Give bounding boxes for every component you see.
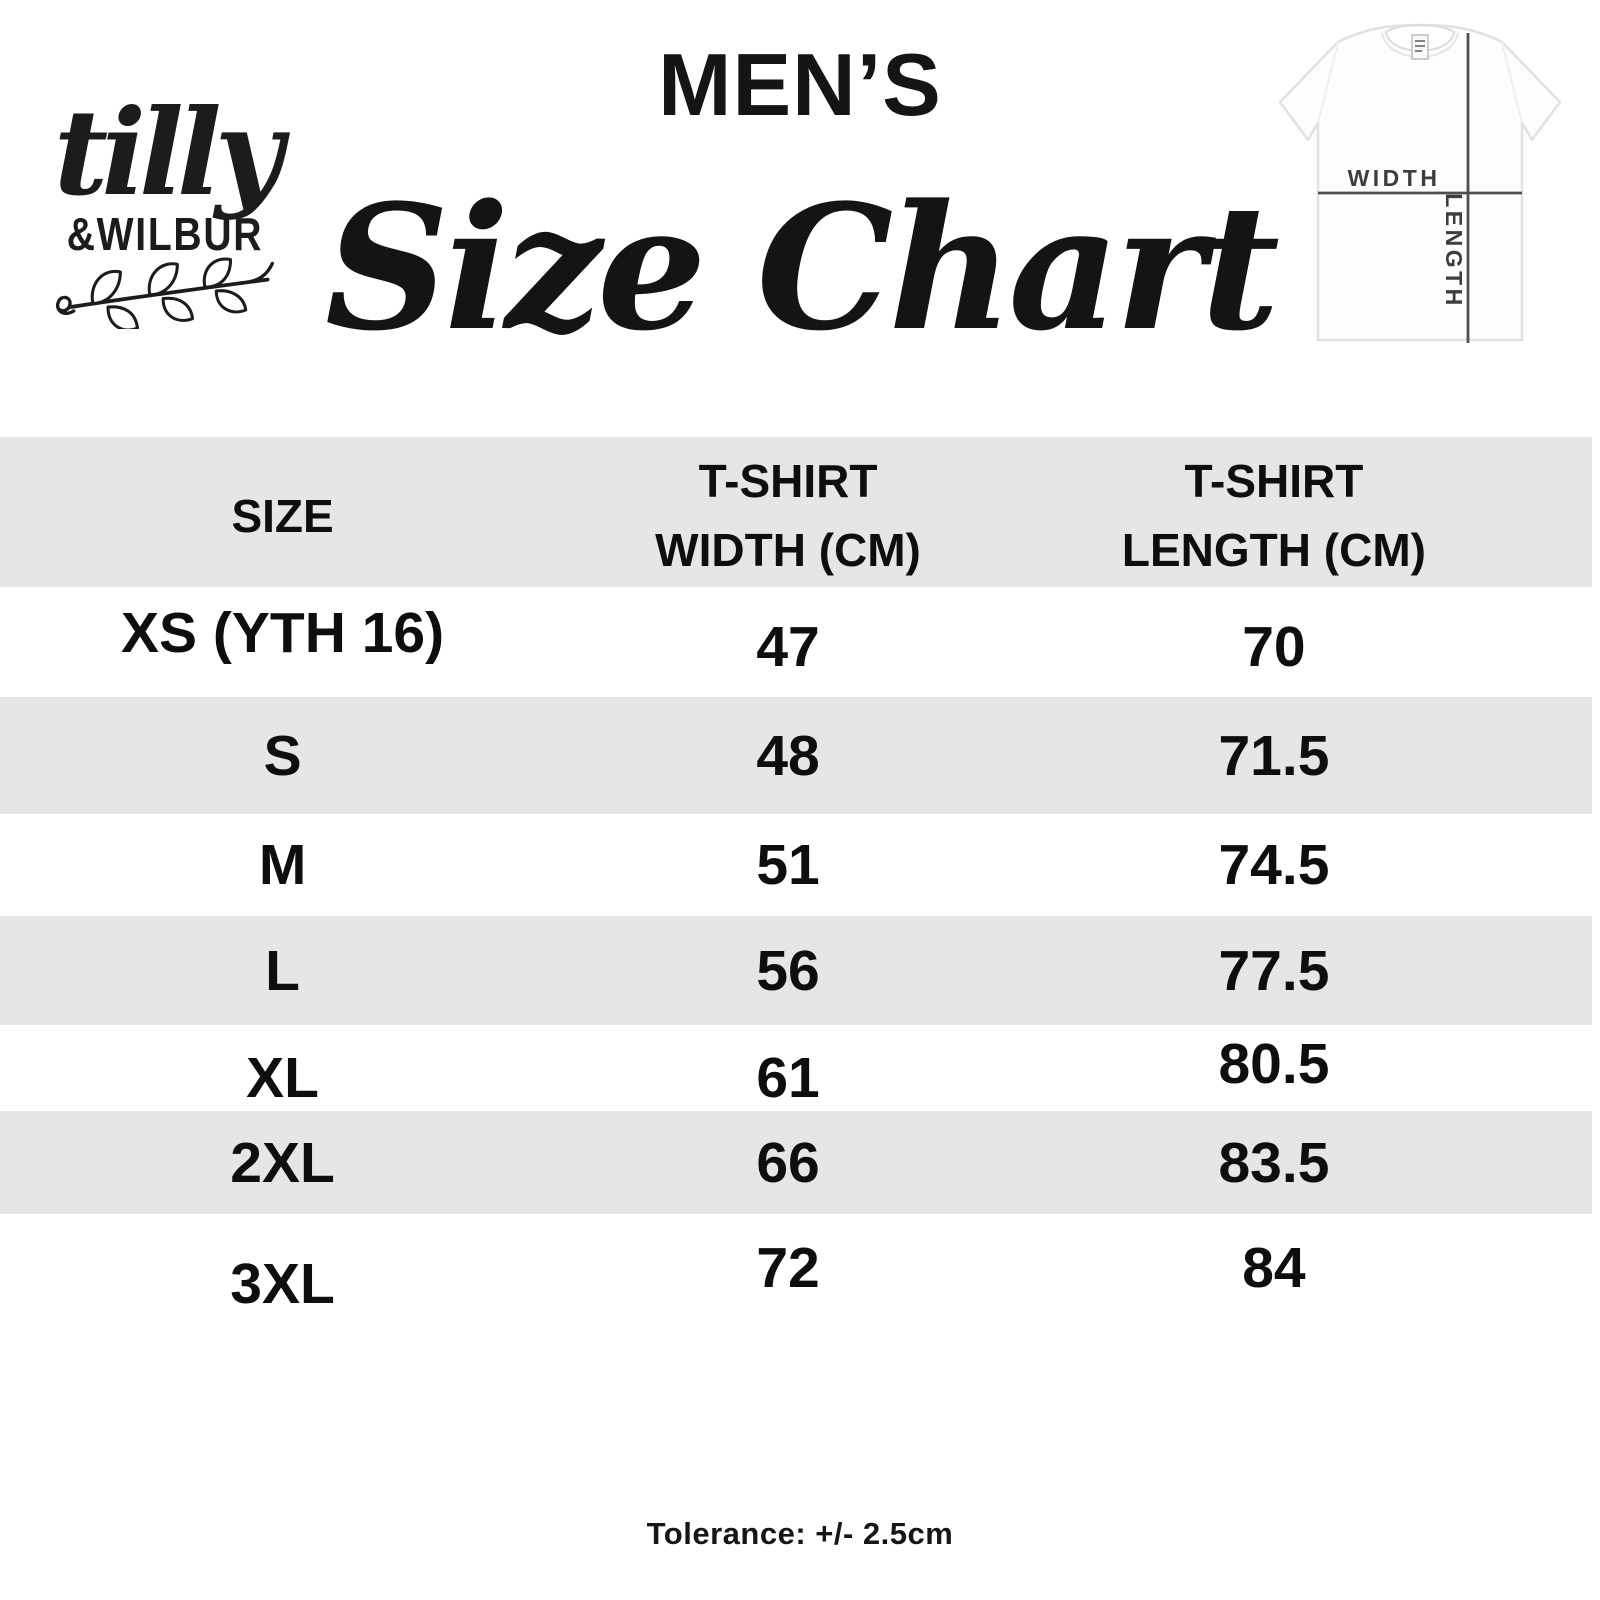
table-row: M 51 74.5 [0,814,1592,916]
tshirt-outline-icon [1278,23,1562,342]
laurel-branch-icon [45,253,285,334]
brand-name-caps: &WILBUR [66,208,264,261]
width-value: 56 [756,938,820,1003]
table-row: 2XL 66 83.5 [0,1111,1592,1214]
tolerance-note: Tolerance: +/- 2.5cm [646,1516,954,1551]
width-value: 72 [756,1236,820,1300]
table-row: S 48 71.5 [0,697,1592,814]
width-value: 66 [756,1130,820,1195]
column-header-width: T-SHIRT WIDTH (CM) [655,455,921,576]
column-header-size: SIZE [231,489,334,542]
size-value: M [258,833,307,897]
table-header-row: SIZE T-SHIRT WIDTH (CM) T-SHIRT LENGTH (… [0,437,1592,587]
length-value: 71.5 [1218,723,1330,788]
neck-tag [1411,34,1429,60]
size-value: 3XL [230,1252,335,1316]
category-label: MEN’S [658,35,942,134]
length-value: 77.5 [1218,938,1330,1003]
size-value: S [263,723,302,788]
size-value: L [265,938,300,1003]
length-value: 74.5 [1218,833,1330,897]
size-value: XS (YTH 16) [121,601,445,665]
measurement-lines [1318,33,1522,343]
brand-logo: tilly &WILBUR [45,83,285,334]
page-title: Size Chart [324,166,1280,369]
width-label: WIDTH [1348,165,1441,191]
length-value: 80.5 [1218,1032,1330,1096]
brand-name-script: tilly [53,83,284,222]
column-header-length: T-SHIRT LENGTH (CM) [1121,455,1426,576]
width-value: 47 [756,615,820,679]
length-label: LENGTH [1441,193,1467,309]
length-value: 70 [1242,615,1306,679]
length-value: 84 [1242,1236,1306,1300]
size-value: XL [246,1046,319,1110]
tshirt-measurement-diagram: WIDTH LENGTH [1272,10,1568,350]
table-row: XS (YTH 16) 47 70 [0,587,1592,697]
width-value: 61 [756,1046,820,1110]
size-value: 2XL [230,1130,335,1195]
length-value: 83.5 [1218,1130,1330,1195]
table-row: XL 61 80.5 [0,1025,1592,1111]
size-table: SIZE T-SHIRT WIDTH (CM) T-SHIRT LENGTH (… [0,437,1592,1330]
table-row: 3XL 72 84 [0,1214,1592,1330]
width-value: 51 [756,833,820,897]
width-value: 48 [756,723,820,788]
table-row: L 56 77.5 [0,916,1592,1025]
